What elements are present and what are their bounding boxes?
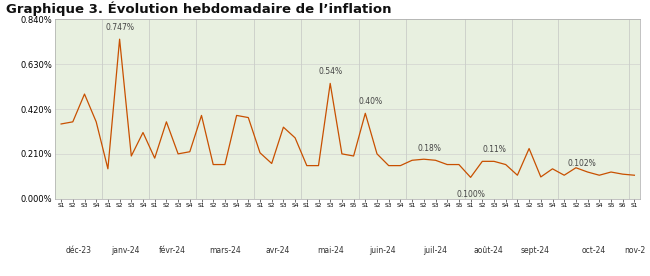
Text: mars-24: mars-24: [209, 246, 240, 255]
Text: Graphique 3. Évolution hebdomadaire de l’inflation: Graphique 3. Évolution hebdomadaire de l…: [6, 1, 392, 16]
Text: 0.18%: 0.18%: [417, 144, 441, 153]
Text: 0.40%: 0.40%: [359, 97, 383, 106]
Text: févr-24: févr-24: [159, 246, 186, 255]
Text: 0.100%: 0.100%: [456, 190, 485, 199]
Text: 0.11%: 0.11%: [482, 145, 506, 154]
Text: sept-24: sept-24: [521, 246, 549, 255]
Text: 0.54%: 0.54%: [318, 67, 343, 76]
Text: déc-23: déc-23: [66, 246, 92, 255]
Text: juin-24: juin-24: [370, 246, 396, 255]
Text: mai-24: mai-24: [317, 246, 344, 255]
Text: nov-2: nov-2: [624, 246, 645, 255]
Text: 0.747%: 0.747%: [105, 23, 134, 32]
Text: janv-24: janv-24: [111, 246, 140, 255]
Text: août-24: août-24: [473, 246, 503, 255]
Text: 0.102%: 0.102%: [567, 159, 596, 168]
Text: avr-24: avr-24: [265, 246, 290, 255]
Text: juil-24: juil-24: [424, 246, 447, 255]
Text: oct-24: oct-24: [581, 246, 606, 255]
